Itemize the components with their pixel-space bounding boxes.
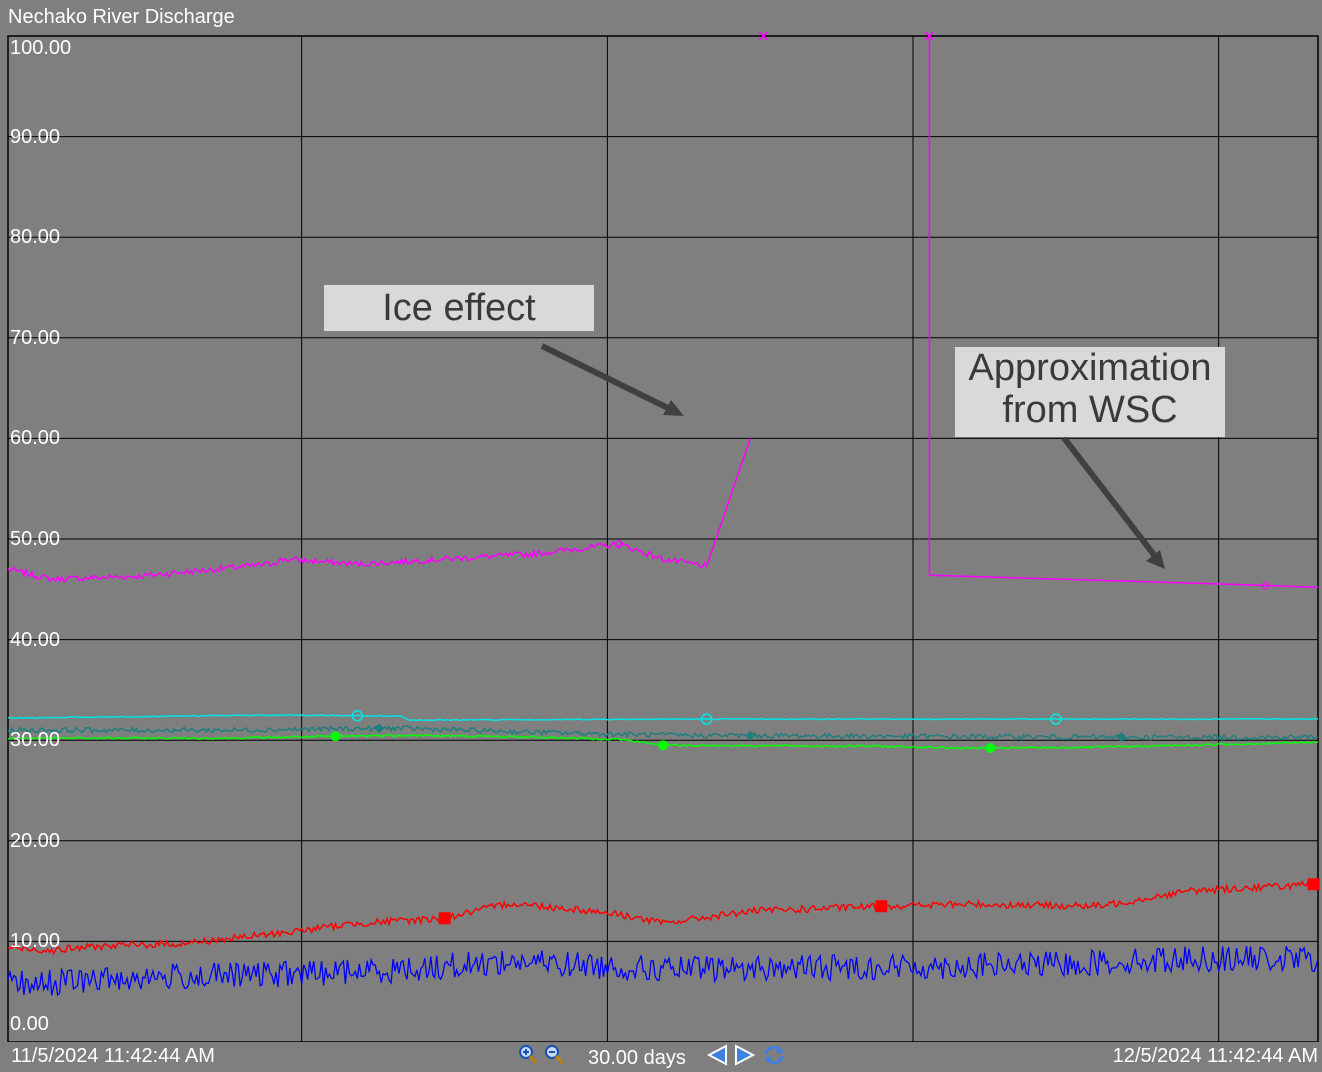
grid-lines — [7, 35, 1319, 1042]
annotation-arrows — [540, 343, 1165, 569]
series-line — [7, 724, 1319, 742]
clip-marker — [758, 31, 768, 41]
series-line — [7, 713, 1319, 722]
ice-effect-arrowhead — [663, 400, 684, 416]
approximation-label-line1: Approximation — [968, 347, 1212, 389]
approximation-callout: Approximation from WSC — [955, 347, 1225, 437]
y-tick-label: 30.00 — [10, 729, 61, 752]
zoom-in-icon[interactable] — [518, 1044, 538, 1072]
series-markers — [330, 31, 1320, 925]
series-line — [928, 36, 1319, 589]
series-marker — [1307, 878, 1320, 891]
series-marker — [658, 740, 668, 751]
series-marker — [1260, 580, 1271, 591]
series-marker — [875, 900, 888, 913]
y-tick-label: 70.00 — [10, 326, 61, 349]
approximation-arrow — [1061, 436, 1161, 562]
y-tick-label: 90.00 — [10, 125, 61, 148]
series-marker — [745, 730, 756, 741]
zoom-out-icon[interactable] — [544, 1044, 564, 1072]
scroll-back-icon[interactable] — [706, 1044, 728, 1072]
time-axis-bar: 11/5/2024 11:42:44 AM 30.00 days 12/5/20… — [0, 1042, 1322, 1072]
end-time[interactable]: 12/5/2024 11:42:44 AM — [1112, 1045, 1318, 1067]
y-tick-label: 0.00 — [10, 1013, 49, 1035]
approximation-label-line2: from WSC — [1002, 389, 1178, 431]
ice-effect-label: Ice effect — [382, 287, 536, 329]
y-tick-label: 50.00 — [10, 528, 61, 550]
series-marker — [438, 912, 451, 925]
series-marker — [351, 709, 364, 722]
series-line — [7, 946, 1319, 997]
series-line — [7, 880, 1319, 956]
chart-plot[interactable] — [0, 0, 1322, 1042]
series-marker — [700, 713, 713, 725]
clip-marker — [924, 31, 934, 41]
y-tick-label: 20.00 — [10, 829, 61, 852]
approximation-arrowhead — [1146, 550, 1165, 569]
series-marker — [614, 539, 625, 549]
ice-effect-callout: Ice effect — [324, 285, 594, 331]
scroll-forward-icon[interactable] — [734, 1044, 756, 1072]
start-time[interactable]: 11/5/2024 11:42:44 AM — [11, 1045, 215, 1067]
y-tick-label: 40.00 — [10, 628, 61, 651]
series-marker — [985, 743, 996, 754]
time-span-label[interactable]: 30.00 days — [588, 1046, 686, 1069]
ice-effect-arrow — [540, 343, 676, 414]
y-tick-label: 80.00 — [10, 226, 61, 249]
y-tick-label: 100.00 — [10, 37, 72, 59]
y-tick-label: 10.00 — [10, 930, 61, 953]
chart-title: Nechako River Discharge — [8, 6, 235, 28]
refresh-icon[interactable] — [762, 1044, 786, 1072]
time-span-controls: 30.00 days — [518, 1044, 786, 1072]
y-tick-label: 60.00 — [10, 427, 61, 450]
series-marker — [1050, 713, 1062, 725]
series-marker — [330, 731, 341, 742]
series-marker — [1116, 732, 1127, 743]
series-marker — [374, 723, 385, 734]
